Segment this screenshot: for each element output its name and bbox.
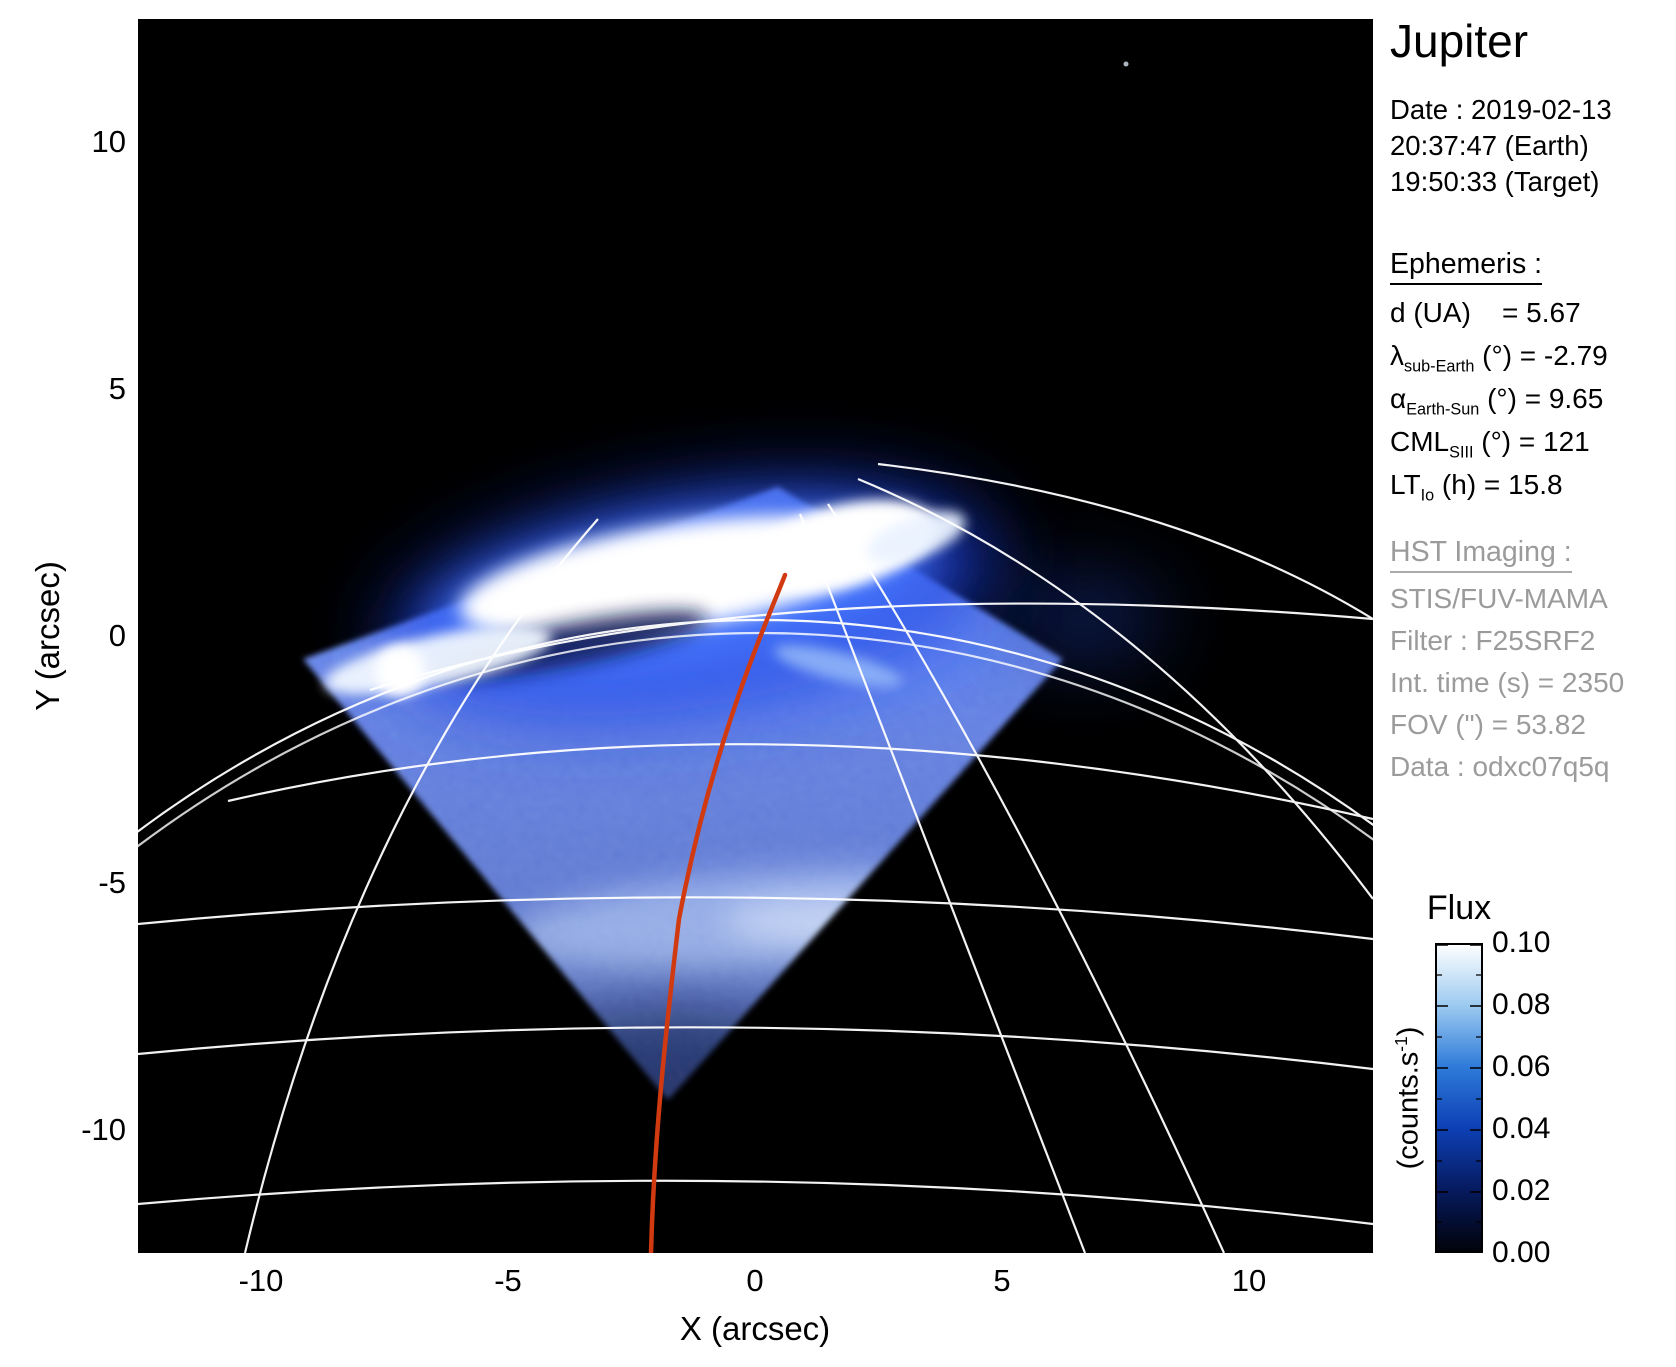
colorbar-label: 0.02 [1492, 1174, 1551, 1207]
io-footprint-streak [773, 645, 903, 687]
colorbar-label: 0.06 [1492, 1050, 1551, 1083]
ephemeris-row-lt: LTIo (h) = 15.8 [1390, 469, 1563, 505]
meridian-line [857, 477, 1373, 900]
date-time-earth: 20:37:47 (Earth) [1390, 130, 1589, 161]
ephemeris-row-cml: CMLSIII (°) = 121 [1390, 426, 1590, 462]
parallel-line [369, 602, 1373, 692]
cml-meridian-line [648, 572, 788, 1253]
meridian-line [798, 513, 1087, 1253]
colorbar-label: 0.04 [1492, 1112, 1551, 1145]
colorbar-unit: (counts.s-1) [1391, 1026, 1425, 1170]
hst-row-data-id: Data : odxc07q5q [1390, 751, 1610, 782]
star-dot [1123, 61, 1129, 67]
ephemeris-heading: Ephemeris : [1390, 248, 1543, 285]
plot-area [138, 19, 1373, 1253]
x-tick-label: 10 [1231, 1263, 1267, 1298]
x-tick-label: -10 [238, 1263, 284, 1298]
page-title: Jupiter [1390, 15, 1529, 67]
ephemeris-row-alpha: αEarth-Sun (°) = 9.65 [1390, 383, 1604, 419]
ephemeris-row-distance: d (UA) = 5.67 [1390, 297, 1581, 328]
meridian-line [877, 462, 1373, 620]
meridian-line [243, 518, 599, 1253]
y-axis-label: Y (arcsec) [29, 561, 66, 711]
x-axis-label: X (arcsec) [679, 1310, 831, 1347]
colorbar-label: 0.08 [1492, 988, 1551, 1021]
date-time-target: 19:50:33 (Target) [1390, 166, 1600, 197]
colorbar-gradient [1435, 943, 1483, 1253]
colorbar-title: Flux [1426, 889, 1492, 927]
parallel-line [138, 896, 1373, 941]
x-tick-label: -5 [494, 1263, 522, 1298]
date-line: Date : 2019-02-13 [1390, 94, 1612, 125]
ephemeris-row-lambda: λsub-Earth (°) = -2.79 [1390, 340, 1608, 376]
meridian-line [827, 503, 1226, 1253]
parallel-line [138, 1026, 1373, 1071]
parallel-line [227, 743, 1373, 821]
y-tick-label: 5 [108, 371, 126, 406]
jupiter-fuv-image [138, 19, 1373, 1253]
y-tick-label: 10 [91, 124, 126, 159]
hst-row-filter: Filter : F25SRF2 [1390, 625, 1596, 656]
colorbar-label: 0.10 [1492, 926, 1551, 959]
colorbar-ticks [1436, 944, 1482, 1252]
x-tick-label: 5 [993, 1263, 1011, 1298]
parallel-line [138, 1179, 1373, 1226]
colorbar-label: 0.00 [1492, 1236, 1551, 1269]
hst-row-fov: FOV (") = 53.82 [1390, 709, 1586, 740]
faint-emission-smudge [998, 571, 1168, 667]
y-tick-label: -10 [81, 1112, 126, 1147]
hst-row-int-time: Int. time (s) = 2350 [1390, 667, 1625, 698]
y-tick-label: -5 [98, 865, 126, 900]
x-tick-label: 0 [746, 1263, 764, 1298]
limb-arc [138, 619, 1373, 833]
hst-imaging-heading: HST Imaging : [1390, 536, 1572, 573]
colorbar [1435, 943, 1483, 1253]
hst-row-instrument: STIS/FUV-MAMA [1390, 583, 1608, 614]
y-tick-label: 0 [108, 618, 126, 653]
